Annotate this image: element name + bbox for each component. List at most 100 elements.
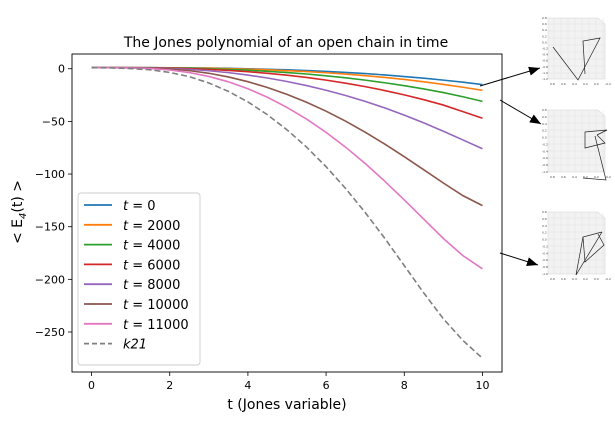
- inset-tick-label: 0.4: [572, 82, 577, 86]
- arrow-head: [526, 257, 538, 266]
- inset-tick-label: 0.8: [550, 175, 555, 179]
- legend-entry-label: t = 2000: [123, 219, 180, 234]
- x-tick-label: 2: [166, 379, 173, 392]
- inset-knot-plots: 0.80.60.40.20.0-0.2-0.4-0.6-0.8-1.0-1.20…: [542, 16, 611, 281]
- y-tick-label: −50: [42, 115, 65, 128]
- inset-pane: [547, 17, 606, 80]
- inset-tick-label: 0.0: [542, 136, 547, 140]
- knot-curve: [584, 129, 608, 149]
- plot-area: [71, 53, 503, 373]
- inset-tick-label: 0.4: [542, 224, 547, 228]
- inset-tick-label: 0.2: [583, 82, 588, 86]
- x-tick-label: 6: [323, 379, 330, 392]
- inset-tick-label: -0.2: [605, 175, 611, 179]
- x-tick-label: 10: [475, 379, 489, 392]
- inset-tick-label: 0.6: [561, 82, 566, 86]
- inset-tick-label: 0.2: [583, 175, 588, 179]
- x-tick-label: 8: [401, 379, 408, 392]
- inset-tick-label: 0.4: [572, 277, 577, 281]
- arrow-head: [528, 66, 540, 76]
- legend-entry-label: t = 10000: [123, 298, 189, 313]
- knot-inset-1: 0.80.60.40.20.0-0.2-0.4-0.6-0.8-1.00.8 0.…: [542, 108, 611, 181]
- y-tick-label: 0: [58, 63, 65, 76]
- inset-tick-label: -1.0: [542, 71, 548, 75]
- inset-arrow: [479, 66, 541, 87]
- legend-entry-label: t = 6000: [123, 258, 180, 273]
- legend-entry-label: t = 11000: [123, 318, 189, 333]
- inset-tick-label: -0.2: [605, 277, 611, 281]
- inset-tick-label: 0.8: [550, 277, 555, 281]
- inset-tick-label: 0.6: [561, 175, 566, 179]
- inset-tick-label: 0.2: [583, 277, 588, 281]
- inset-tick-label: -0.4: [542, 53, 548, 57]
- inset-tick-label: -1.2: [542, 77, 548, 81]
- series-layer: [91, 66, 483, 359]
- plot-frame: [71, 53, 503, 373]
- y-tick-label: −150: [35, 221, 65, 234]
- chart-title: The Jones polynomial of an open chain in…: [123, 35, 448, 51]
- inset-pane: [547, 211, 606, 275]
- inset-tick-label: -0.8: [542, 65, 548, 69]
- inset-tick-label: 0.0: [594, 175, 599, 179]
- inset-tick-label: 0.6: [542, 115, 547, 119]
- inset-tick-label: -0.4: [542, 251, 548, 255]
- inset-tick-label: -0.2: [542, 142, 548, 146]
- y-axis: 0 −50 −100 −150 −200 −250: [35, 63, 72, 339]
- inset-tick-label: -0.2: [605, 82, 611, 86]
- x-tick-label: 4: [244, 379, 251, 392]
- inset-arrow: [499, 99, 542, 125]
- inset-tick-label: 0.0: [594, 82, 599, 86]
- inset-tick-label: 0.6: [542, 217, 547, 221]
- inset-tick-label: 0.8: [542, 108, 547, 112]
- x-axis-label: t (Jones variable): [227, 397, 346, 413]
- inset-tick-label: -1.0: [542, 272, 548, 276]
- y-tick-label: −250: [35, 326, 65, 339]
- inset-tick-label: -0.6: [542, 59, 548, 63]
- inset-tick-label: 0.8: [542, 210, 547, 214]
- inset-tick-label: 0.8: [550, 82, 555, 86]
- knot-curve: [582, 135, 607, 181]
- knot-curve: [552, 37, 601, 81]
- inset-arrow: [499, 252, 539, 266]
- inset-tick-label: 0.2: [542, 231, 547, 235]
- inset-tick-label: 0.4: [542, 28, 547, 32]
- inset-tick-label: 0.8: [542, 16, 547, 20]
- legend: t = 0 t = 2000 t = 4000 t = 6000 t = 8000 t =…: [77, 192, 201, 366]
- inset-tick-label: -0.2: [542, 244, 548, 248]
- inset-tick-label: -1.0: [542, 170, 548, 174]
- knot-curve: [582, 231, 605, 263]
- knot-curve: [575, 231, 603, 276]
- inset-tick-label: -0.4: [542, 149, 548, 153]
- inset-tick-label: -0.6: [542, 156, 548, 160]
- inset-tick-label: 0.2: [542, 34, 547, 38]
- inset-tick-label: 0.2: [542, 129, 547, 133]
- inset-tick-label: 0.6: [542, 22, 547, 26]
- x-axis: 0 2 4 6 8 10: [88, 372, 489, 392]
- inset-tick-label: -0.2: [542, 47, 548, 51]
- y-axis-label: < E4(t) >: [10, 180, 29, 244]
- knot-inset-0: 0.80.60.40.20.0-0.2-0.4-0.6-0.8-1.0-1.20…: [542, 16, 611, 86]
- arrow-head: [529, 114, 541, 124]
- inset-arrows: [479, 66, 542, 266]
- knot-inset-2: 0.80.60.40.20.0-0.2-0.4-0.6-0.8-1.00.8 0.…: [542, 210, 611, 281]
- inset-tick-label: 0.4: [572, 175, 577, 179]
- inset-tick-label: 0.6: [561, 277, 566, 281]
- legend-entry-label: t = 0: [123, 199, 156, 214]
- inset-tick-label: 0.0: [594, 277, 599, 281]
- inset-tick-label: -0.8: [542, 265, 548, 269]
- legend-entry-label: t = 4000: [123, 239, 180, 254]
- inset-tick-label: 0.4: [542, 122, 547, 126]
- x-tick-label: 0: [88, 379, 95, 392]
- inset-tick-label: -0.8: [542, 163, 548, 167]
- legend-entry-label: t = 8000: [123, 278, 180, 293]
- series-line-7: [91, 66, 483, 359]
- series-line-6: [91, 66, 483, 270]
- legend-box: [77, 192, 201, 366]
- y-tick-label: −100: [35, 168, 65, 181]
- inset-tick-label: 0.0: [542, 40, 547, 44]
- inset-tick-label: 0.0: [542, 238, 547, 242]
- inset-tick-label: -0.6: [542, 258, 548, 262]
- legend-entry-label: k21: [123, 338, 147, 353]
- y-tick-label: −200: [35, 273, 65, 286]
